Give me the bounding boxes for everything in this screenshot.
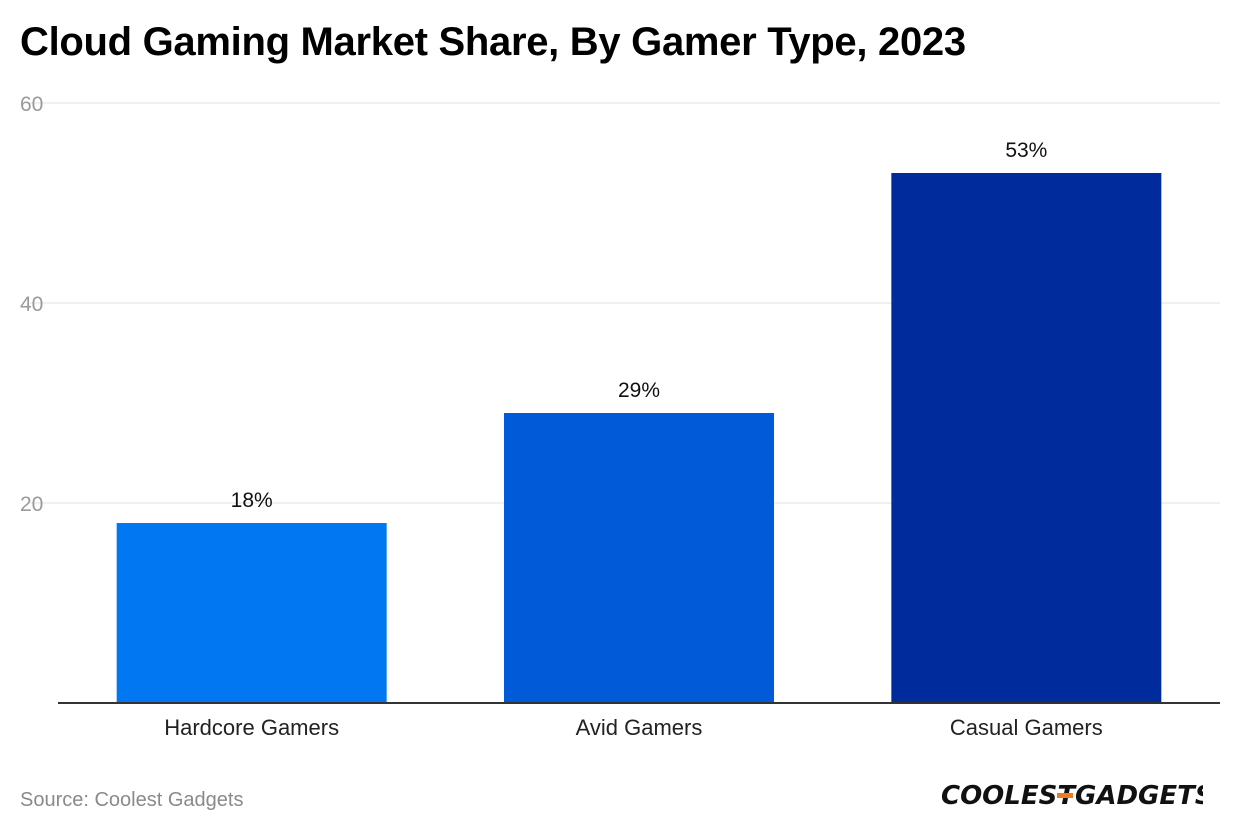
coolest-gadgets-logo: COOLEST GADGETS [941, 781, 1203, 811]
source-note: Source: Coolest Gadgets [20, 789, 244, 811]
y-tick-label: 40 [20, 293, 43, 316]
y-tick-label: 60 [20, 93, 43, 116]
bar-chart: 20 40 60 18% Hardcore Gamers 29% Avid Gamers 53… [20, 93, 1220, 740]
data-label: 29% [618, 379, 660, 402]
data-label: 53% [1005, 139, 1047, 162]
logo-word-coolest: COOLEST [941, 781, 1077, 811]
x-tick-label: Hardcore Gamers [164, 715, 339, 740]
logo-dash [1057, 793, 1073, 798]
bar [116, 523, 387, 703]
bar [504, 413, 774, 703]
data-label: 18% [231, 489, 273, 512]
chart-title: Cloud Gaming Market Share, By Gamer Type… [20, 20, 966, 64]
bar [891, 173, 1162, 703]
logo-word-gadgets: GADGETS [1075, 781, 1203, 811]
y-tick-label: 20 [20, 493, 43, 516]
x-tick-label: Casual Gamers [950, 715, 1103, 740]
x-tick-label: Avid Gamers [576, 715, 703, 740]
